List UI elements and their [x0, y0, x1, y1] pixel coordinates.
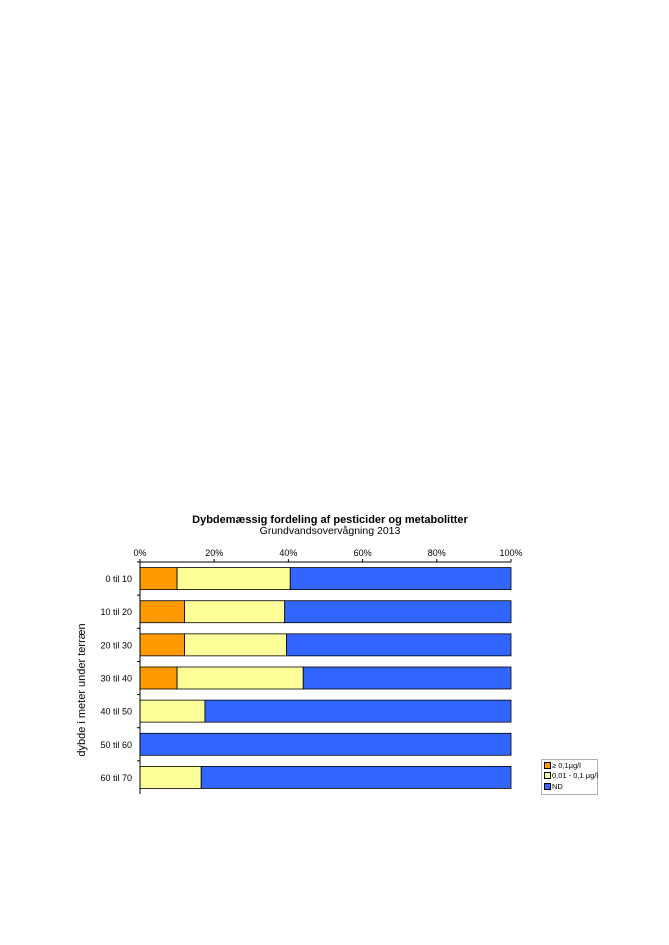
bar-segment-1 [176, 666, 304, 690]
y-tick-label: 30 til 40 [100, 674, 132, 684]
bar-segment-0 [139, 666, 178, 690]
legend-item: 0,01 - 0,1 μg/l [542, 771, 599, 782]
x-tick-label: 40% [279, 548, 297, 558]
chart-subtitle: Grundvandsovervågning 2013 [259, 525, 401, 537]
legend-swatch [544, 772, 551, 780]
bar-segment-2 [302, 666, 512, 690]
x-tick-label: 100% [499, 548, 522, 558]
x-tick-label: 80% [428, 548, 446, 558]
legend-item: ND [542, 781, 597, 792]
legend-swatch [544, 782, 551, 790]
bar-segment-2 [204, 699, 512, 723]
bar-segment-1 [184, 600, 286, 624]
bar-segment-1 [139, 699, 206, 723]
chart-title: Dybdemæssig fordeling af pesticider og m… [192, 514, 468, 526]
bar-segment-0 [139, 567, 178, 590]
bar-segment-2 [286, 633, 512, 657]
y-tick-label: 50 til 60 [100, 740, 132, 750]
legend-label: ND [552, 781, 563, 791]
bar-segment-2 [139, 732, 512, 756]
y-tick-label: 40 til 50 [100, 707, 132, 717]
bar-segment-1 [176, 567, 291, 590]
legend-swatch [544, 761, 551, 769]
bar-segment-2 [284, 600, 512, 624]
bar-segment-0 [139, 633, 185, 657]
bar-segment-0 [139, 600, 185, 624]
y-tick-label: 60 til 70 [100, 773, 132, 783]
legend-label: ≥ 0,1μg/l [552, 760, 581, 770]
legend-label: 0,01 - 0,1 μg/l [552, 771, 599, 781]
y-tick-label: 0 til 10 [105, 574, 132, 584]
x-tick-label: 0% [133, 548, 146, 558]
x-tick-label: 20% [205, 548, 223, 558]
bar-segment-1 [139, 766, 202, 789]
y-tick-label: 10 til 20 [100, 607, 132, 617]
legend: ≥ 0,1μg/l 0,01 - 0,1 μg/l ND [541, 759, 598, 795]
bar-segment-2 [200, 766, 512, 789]
bar-segment-2 [289, 567, 512, 590]
x-tick-label: 60% [354, 548, 372, 558]
y-tick-label: 20 til 30 [100, 640, 132, 650]
legend-item: ≥ 0,1μg/l [542, 760, 597, 771]
bar-segment-1 [184, 633, 287, 657]
